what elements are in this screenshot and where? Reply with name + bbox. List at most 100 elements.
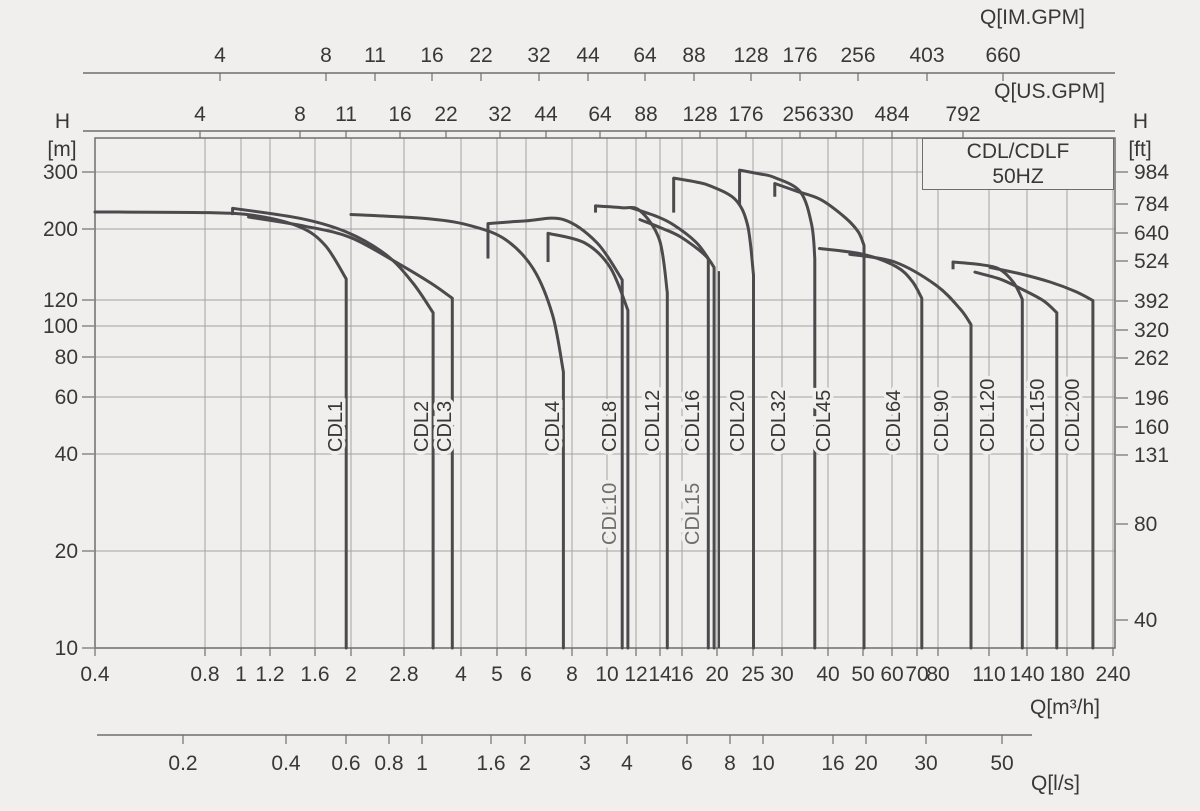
tick-label-im-gpm: 44 — [576, 44, 600, 67]
chart-title-box: CDL/CDLF 50HZ — [922, 138, 1114, 190]
pump-curve-CDL4 — [349, 213, 565, 650]
pump-curve-CDL10 — [546, 231, 630, 650]
tick-label-ls: 8 — [724, 752, 736, 775]
chart-title-line1: CDL/CDLF — [966, 140, 1070, 163]
tick-label-im-gpm: 660 — [985, 44, 1020, 67]
pump-curve-CDL1 — [93, 210, 348, 650]
axis-title-m3h: Q[m³/h] — [1029, 696, 1100, 719]
tick-label-h-ft: 40 — [1134, 609, 1157, 632]
pump-curve-CDL20 — [672, 176, 755, 650]
pump-label-CDL200: CDL200 — [1062, 379, 1084, 452]
pump-curve-CDL3 — [247, 215, 454, 650]
pump-curve-CDL2 — [231, 206, 435, 650]
tick-label-h-m: 100 — [43, 315, 78, 338]
tick-label-m3h: 1 — [235, 663, 247, 686]
pump-label-CDL10: CDL10 — [599, 483, 621, 545]
pump-label-CDL2: CDL2 — [411, 401, 433, 452]
tick-label-h-m: 300 — [43, 161, 78, 184]
pump-label-CDL20: CDL20 — [727, 390, 749, 452]
tick-label-h-ft: 524 — [1134, 250, 1169, 273]
tick-label-ls: 4 — [621, 752, 633, 775]
tick-label-m3h: 10 — [595, 663, 618, 686]
tick-label-h-m: 60 — [55, 386, 78, 409]
tick-label-m3h: 70 — [905, 663, 928, 686]
tick-label-im-gpm: 32 — [527, 44, 550, 67]
tick-label-us-gpm: 128 — [682, 103, 717, 126]
tick-label-h-m: 40 — [55, 443, 78, 466]
tick-label-m3h: 2 — [345, 663, 357, 686]
pump-label-CDL8: CDL8 — [599, 401, 621, 452]
tick-label-ls: 50 — [990, 752, 1013, 775]
tick-label-m3h: 1.2 — [255, 663, 284, 686]
pump-label-CDL15: CDL15 — [682, 483, 704, 545]
tick-label-h-m: 10 — [55, 637, 78, 660]
pump-label-CDL4: CDL4 — [542, 401, 564, 452]
tick-label-im-gpm: 8 — [320, 44, 332, 67]
tick-label-im-gpm: 176 — [782, 44, 817, 67]
tick-label-m3h: 0.8 — [190, 663, 219, 686]
tick-label-m3h: 110 — [972, 663, 1005, 686]
tick-label-im-gpm: 11 — [364, 44, 386, 67]
pump-label-CDL90: CDL90 — [931, 390, 953, 452]
tick-label-ls: 30 — [914, 752, 937, 775]
tick-label-m3h: 1.6 — [300, 663, 329, 686]
tick-label-h-ft: 640 — [1134, 222, 1169, 245]
tick-label-us-gpm: 22 — [434, 103, 457, 126]
tick-label-h-m: 20 — [55, 540, 78, 563]
tick-label-h-m: 80 — [55, 346, 78, 369]
tick-label-ls: 0.6 — [331, 752, 360, 775]
pump-curve-CDL32 — [738, 168, 817, 650]
tick-label-im-gpm: 403 — [909, 44, 944, 67]
tick-label-ls: 20 — [854, 752, 877, 775]
tick-label-im-gpm: 16 — [420, 44, 443, 67]
tick-label-ls: 10 — [751, 752, 774, 775]
tick-label-h-ft: 160 — [1134, 416, 1169, 439]
pump-curve-CDL8 — [486, 216, 624, 650]
tick-label-us-gpm: 88 — [634, 103, 657, 126]
tick-label-im-gpm: 22 — [469, 44, 492, 67]
axis-title-ls: Q[l/s] — [1030, 772, 1080, 795]
tick-label-us-gpm: 792 — [945, 103, 980, 126]
tick-label-h-ft: 784 — [1134, 193, 1169, 216]
plot-border — [94, 137, 1116, 649]
tick-label-m3h: 50 — [851, 663, 874, 686]
tick-label-m3h: 80 — [926, 663, 949, 686]
tick-label-h-ft: 131 — [1134, 444, 1169, 467]
axis-title-im-gpm: Q[IM.GPM] — [980, 6, 1085, 29]
pump-curve-CDL150 — [973, 270, 1059, 650]
tick-label-m3h: 30 — [770, 663, 793, 686]
pump-label-CDL12: CDL12 — [642, 390, 664, 452]
tick-label-im-gpm: 64 — [633, 44, 657, 67]
tick-label-us-gpm: 11 — [335, 103, 357, 126]
tick-label-ls: 0.2 — [168, 752, 197, 775]
tick-label-m3h: 25 — [741, 663, 764, 686]
tick-label-us-gpm: 176 — [728, 103, 763, 126]
tick-label-im-gpm: 256 — [840, 44, 875, 67]
tick-label-m3h: 180 — [1049, 663, 1084, 686]
tick-label-m3h: 20 — [705, 663, 728, 686]
pump-curve-CDL64 — [817, 247, 924, 650]
pump-label-CDL120: CDL120 — [977, 379, 999, 452]
pump-curve-CDL200 — [988, 265, 1095, 650]
tick-label-m3h: 40 — [816, 663, 839, 686]
tick-label-h-m: 120 — [43, 289, 78, 312]
tick-label-ls: 1 — [416, 752, 428, 775]
pump-label-CDL16: CDL16 — [682, 390, 704, 452]
tick-label-h-ft: 392 — [1134, 290, 1169, 313]
tick-label-us-gpm: 484 — [874, 103, 909, 126]
tick-label-h-ft: 196 — [1134, 387, 1169, 410]
pump-label-CDL1: CDL1 — [325, 401, 347, 452]
pump-label-CDL64: CDL64 — [883, 390, 905, 452]
tick-label-h-ft: 262 — [1134, 347, 1169, 370]
tick-label-im-gpm: 4 — [214, 44, 226, 67]
tick-label-m3h: 60 — [880, 663, 903, 686]
tick-label-m3h: 5 — [491, 663, 503, 686]
pump-label-CDL45: CDL45 — [813, 390, 835, 452]
tick-label-ls: 1.6 — [476, 752, 505, 775]
axis-unit-ft: [ft] — [1128, 138, 1152, 161]
pump-label-CDL32: CDL32 — [768, 390, 790, 452]
chart-title-line2: 50HZ — [992, 165, 1044, 188]
pump-curve-CDL90 — [848, 252, 973, 650]
